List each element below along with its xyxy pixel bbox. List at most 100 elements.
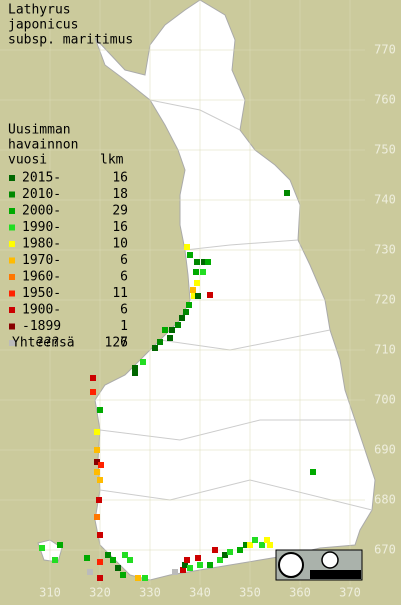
- observation-square: [207, 562, 213, 568]
- observation-square: [157, 339, 163, 345]
- observation-square: [180, 567, 186, 573]
- observation-square: [96, 497, 102, 503]
- observation-square: [132, 365, 138, 371]
- x-tick-label: 320: [89, 586, 111, 600]
- observation-square: [162, 327, 168, 333]
- observation-square: [182, 562, 188, 568]
- legend-heading: havainnon: [8, 138, 78, 153]
- y-tick-label: 740: [374, 193, 396, 207]
- legend-count: 6: [120, 253, 128, 268]
- legend-count: 1: [120, 319, 128, 334]
- y-tick-label: 680: [374, 493, 396, 507]
- observation-square: [179, 315, 185, 321]
- observations: [39, 190, 316, 581]
- observation-square: [87, 569, 93, 575]
- x-tick-label: 330: [139, 586, 161, 600]
- legend-label: 1960-: [22, 270, 61, 285]
- observation-square: [94, 459, 100, 465]
- observation-square: [310, 469, 316, 475]
- legend-swatch: [9, 224, 15, 231]
- legend-swatch: [9, 274, 15, 280]
- legend-swatch: [9, 307, 15, 313]
- x-tick-label: 310: [39, 586, 61, 600]
- legend-swatch: [9, 191, 15, 198]
- observation-square: [187, 565, 193, 571]
- y-tick-label: 720: [374, 293, 396, 307]
- legend-label: -1899: [22, 319, 61, 334]
- legend-count: 6: [120, 270, 128, 285]
- legend-count: 10: [112, 237, 128, 252]
- observation-square: [97, 532, 103, 538]
- x-tick-label: 350: [239, 586, 261, 600]
- legend-year-header: vuosi: [8, 153, 47, 168]
- observation-square: [259, 542, 265, 548]
- observation-square: [39, 545, 45, 551]
- legend-swatch: [9, 323, 15, 330]
- observation-square: [186, 302, 192, 308]
- legend-label: 1980-: [22, 237, 61, 252]
- y-tick-label: 760: [374, 93, 396, 107]
- observation-square: [194, 280, 200, 286]
- observation-square: [184, 557, 190, 563]
- badge-dark: [310, 570, 361, 579]
- observation-square: [94, 429, 100, 435]
- legend-count: 18: [112, 187, 128, 202]
- observation-square: [90, 375, 96, 381]
- observation-square: [195, 293, 201, 299]
- total-label: Yhteensä: [12, 336, 75, 351]
- legend-swatch: [9, 208, 15, 214]
- observation-square: [200, 269, 206, 275]
- y-tick-label: 710: [374, 343, 396, 357]
- observation-square: [194, 259, 200, 265]
- legend-count: 6: [120, 303, 128, 318]
- border: [99, 419, 355, 441]
- observation-square: [135, 575, 141, 581]
- observation-square: [183, 309, 189, 315]
- observation-square: [267, 542, 273, 548]
- observation-square: [252, 537, 258, 543]
- y-tick-label: 730: [374, 243, 396, 257]
- legend-count-header: lkm: [100, 153, 124, 168]
- observation-square: [195, 555, 201, 561]
- y-tick-label: 700: [374, 393, 396, 407]
- observation-square: [52, 557, 58, 563]
- legend-swatch: [9, 175, 15, 181]
- observation-square: [264, 537, 270, 543]
- observation-square: [247, 542, 253, 548]
- observation-square: [169, 327, 175, 333]
- legend-count: 11: [112, 286, 128, 301]
- observation-square: [57, 542, 63, 548]
- observation-square: [212, 547, 218, 553]
- y-tick-label: 670: [374, 543, 396, 557]
- legend-swatch: [9, 290, 15, 297]
- legend-count: 7: [120, 336, 128, 351]
- legend-label: ???: [36, 336, 59, 351]
- observation-square: [105, 552, 111, 558]
- legend-label: 1900-: [22, 303, 61, 318]
- observation-square: [120, 572, 126, 578]
- border: [99, 479, 373, 511]
- y-tick-label: 690: [374, 443, 396, 457]
- observation-square: [98, 462, 104, 468]
- observation-square: [227, 549, 233, 555]
- y-tick-label: 750: [374, 143, 396, 157]
- legend-swatch: [9, 257, 15, 264]
- observation-square: [97, 559, 103, 565]
- observation-square: [115, 565, 121, 571]
- legend-swatch: [9, 340, 15, 346]
- legend-heading: Uusimman: [8, 123, 71, 138]
- observation-square: [284, 190, 290, 196]
- license-badge: [275, 549, 363, 581]
- observation-square: [152, 345, 158, 351]
- observation-square: [187, 252, 193, 258]
- observation-square: [84, 555, 90, 561]
- observation-square: [90, 389, 96, 395]
- observation-square: [191, 293, 197, 299]
- observation-square: [140, 359, 146, 365]
- legend-label: 1950-: [22, 286, 61, 301]
- legend-swatch: [9, 241, 15, 247]
- observation-square: [110, 557, 116, 563]
- observation-square: [94, 447, 100, 453]
